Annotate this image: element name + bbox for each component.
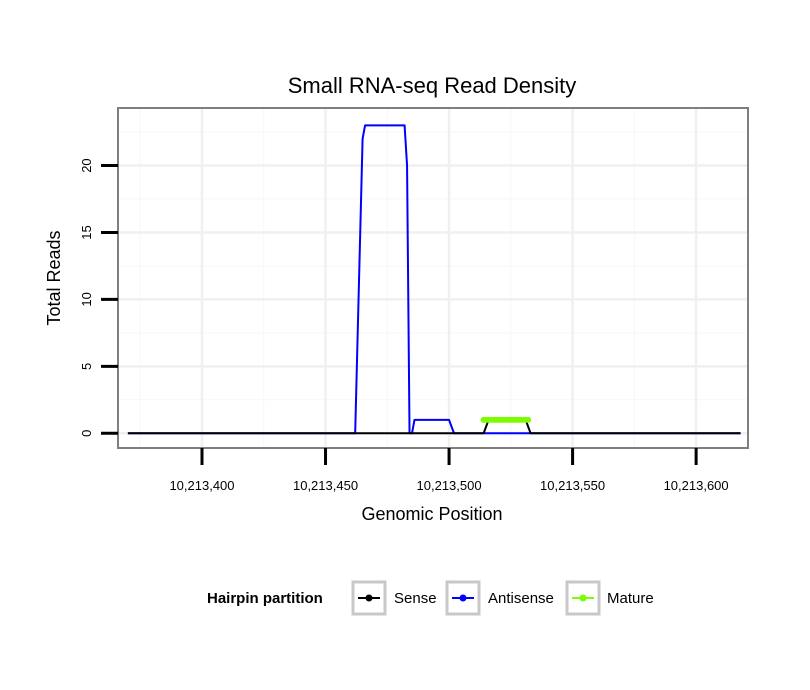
series-layer	[127, 124, 741, 435]
y-tick-label: 15	[79, 225, 94, 239]
y-axis: 0 5 10 15 20	[79, 158, 118, 437]
x-tick-label: 10,213,550	[540, 478, 605, 493]
legend-label: Mature	[607, 590, 654, 607]
x-axis: 10,213,400 10,213,450 10,213,500 10,213,550…	[169, 448, 729, 493]
legend-key-point	[365, 594, 373, 602]
legend-item-antisense: Antisense	[445, 580, 554, 616]
plot-panel	[118, 108, 748, 448]
series-antisense-line	[127, 124, 741, 435]
legend: Hairpin partition Sense Antisense Mature	[207, 580, 654, 616]
legend-item-sense: Sense	[351, 580, 437, 616]
series-mature-points	[480, 416, 532, 423]
x-tick-label: 10,213,600	[664, 478, 729, 493]
x-tick-label: 10,213,450	[293, 478, 358, 493]
y-tick-label: 10	[79, 292, 94, 306]
series-mature-point	[525, 416, 532, 423]
y-tick-label: 0	[79, 430, 94, 437]
plot-panel-border	[117, 107, 749, 449]
legend-label: Sense	[394, 590, 437, 607]
legend-title: Hairpin partition	[207, 590, 323, 607]
y-axis-title: Total Reads	[44, 230, 64, 325]
legend-key-point	[579, 594, 587, 602]
y-tick-label: 5	[79, 363, 94, 370]
legend-item-mature: Mature	[565, 580, 654, 616]
x-axis-title: Genomic Position	[361, 504, 502, 524]
chart-title: Small RNA-seq Read Density	[288, 73, 577, 98]
legend-label: Antisense	[488, 590, 554, 607]
x-tick-label: 10,213,500	[417, 478, 482, 493]
y-tick-label: 20	[79, 158, 94, 172]
x-tick-label: 10,213,400	[169, 478, 234, 493]
legend-key-point	[459, 594, 467, 602]
grid-lines	[118, 108, 748, 448]
